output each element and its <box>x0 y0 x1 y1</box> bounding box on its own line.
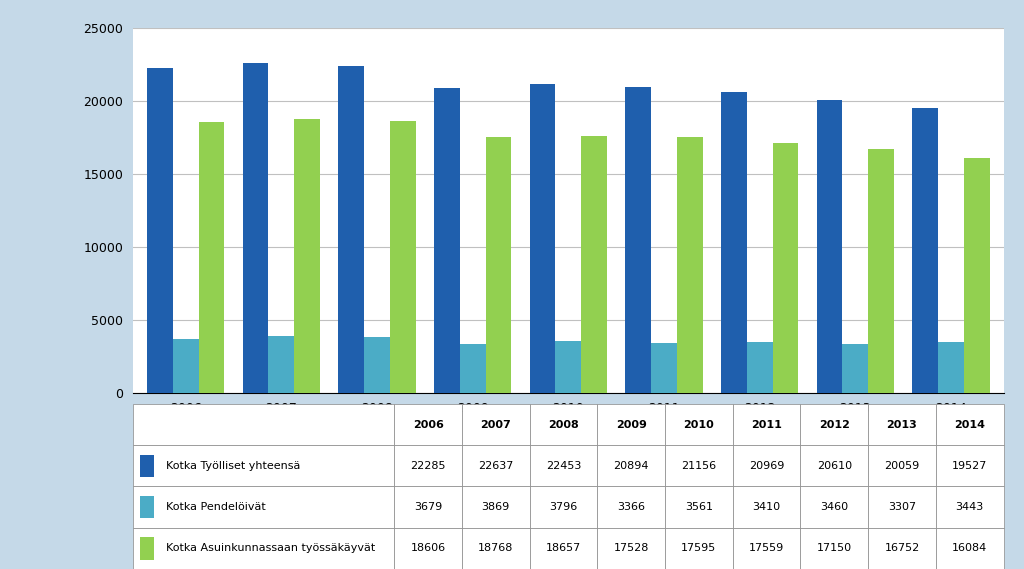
Bar <box>746 342 772 393</box>
Bar <box>365 337 390 393</box>
Bar <box>912 108 938 393</box>
Bar <box>140 537 154 560</box>
Bar <box>294 119 321 393</box>
Bar <box>772 143 799 393</box>
Bar <box>868 149 894 393</box>
Bar <box>199 122 224 393</box>
Bar <box>434 88 460 393</box>
Bar <box>626 87 651 393</box>
Bar <box>938 343 964 393</box>
Bar <box>243 63 268 393</box>
Bar <box>964 158 989 393</box>
Bar <box>529 84 555 393</box>
Bar <box>677 137 702 393</box>
Bar <box>147 68 173 393</box>
Bar <box>390 121 416 393</box>
Bar <box>485 137 511 393</box>
Bar <box>460 344 485 393</box>
Bar <box>651 343 677 393</box>
Bar <box>582 137 607 393</box>
Bar <box>140 496 154 518</box>
Bar <box>338 65 365 393</box>
Bar <box>721 92 746 393</box>
Bar <box>843 344 868 393</box>
Bar <box>555 341 582 393</box>
Bar <box>140 455 154 477</box>
Bar <box>816 100 843 393</box>
Bar <box>173 339 199 393</box>
Bar <box>268 336 294 393</box>
